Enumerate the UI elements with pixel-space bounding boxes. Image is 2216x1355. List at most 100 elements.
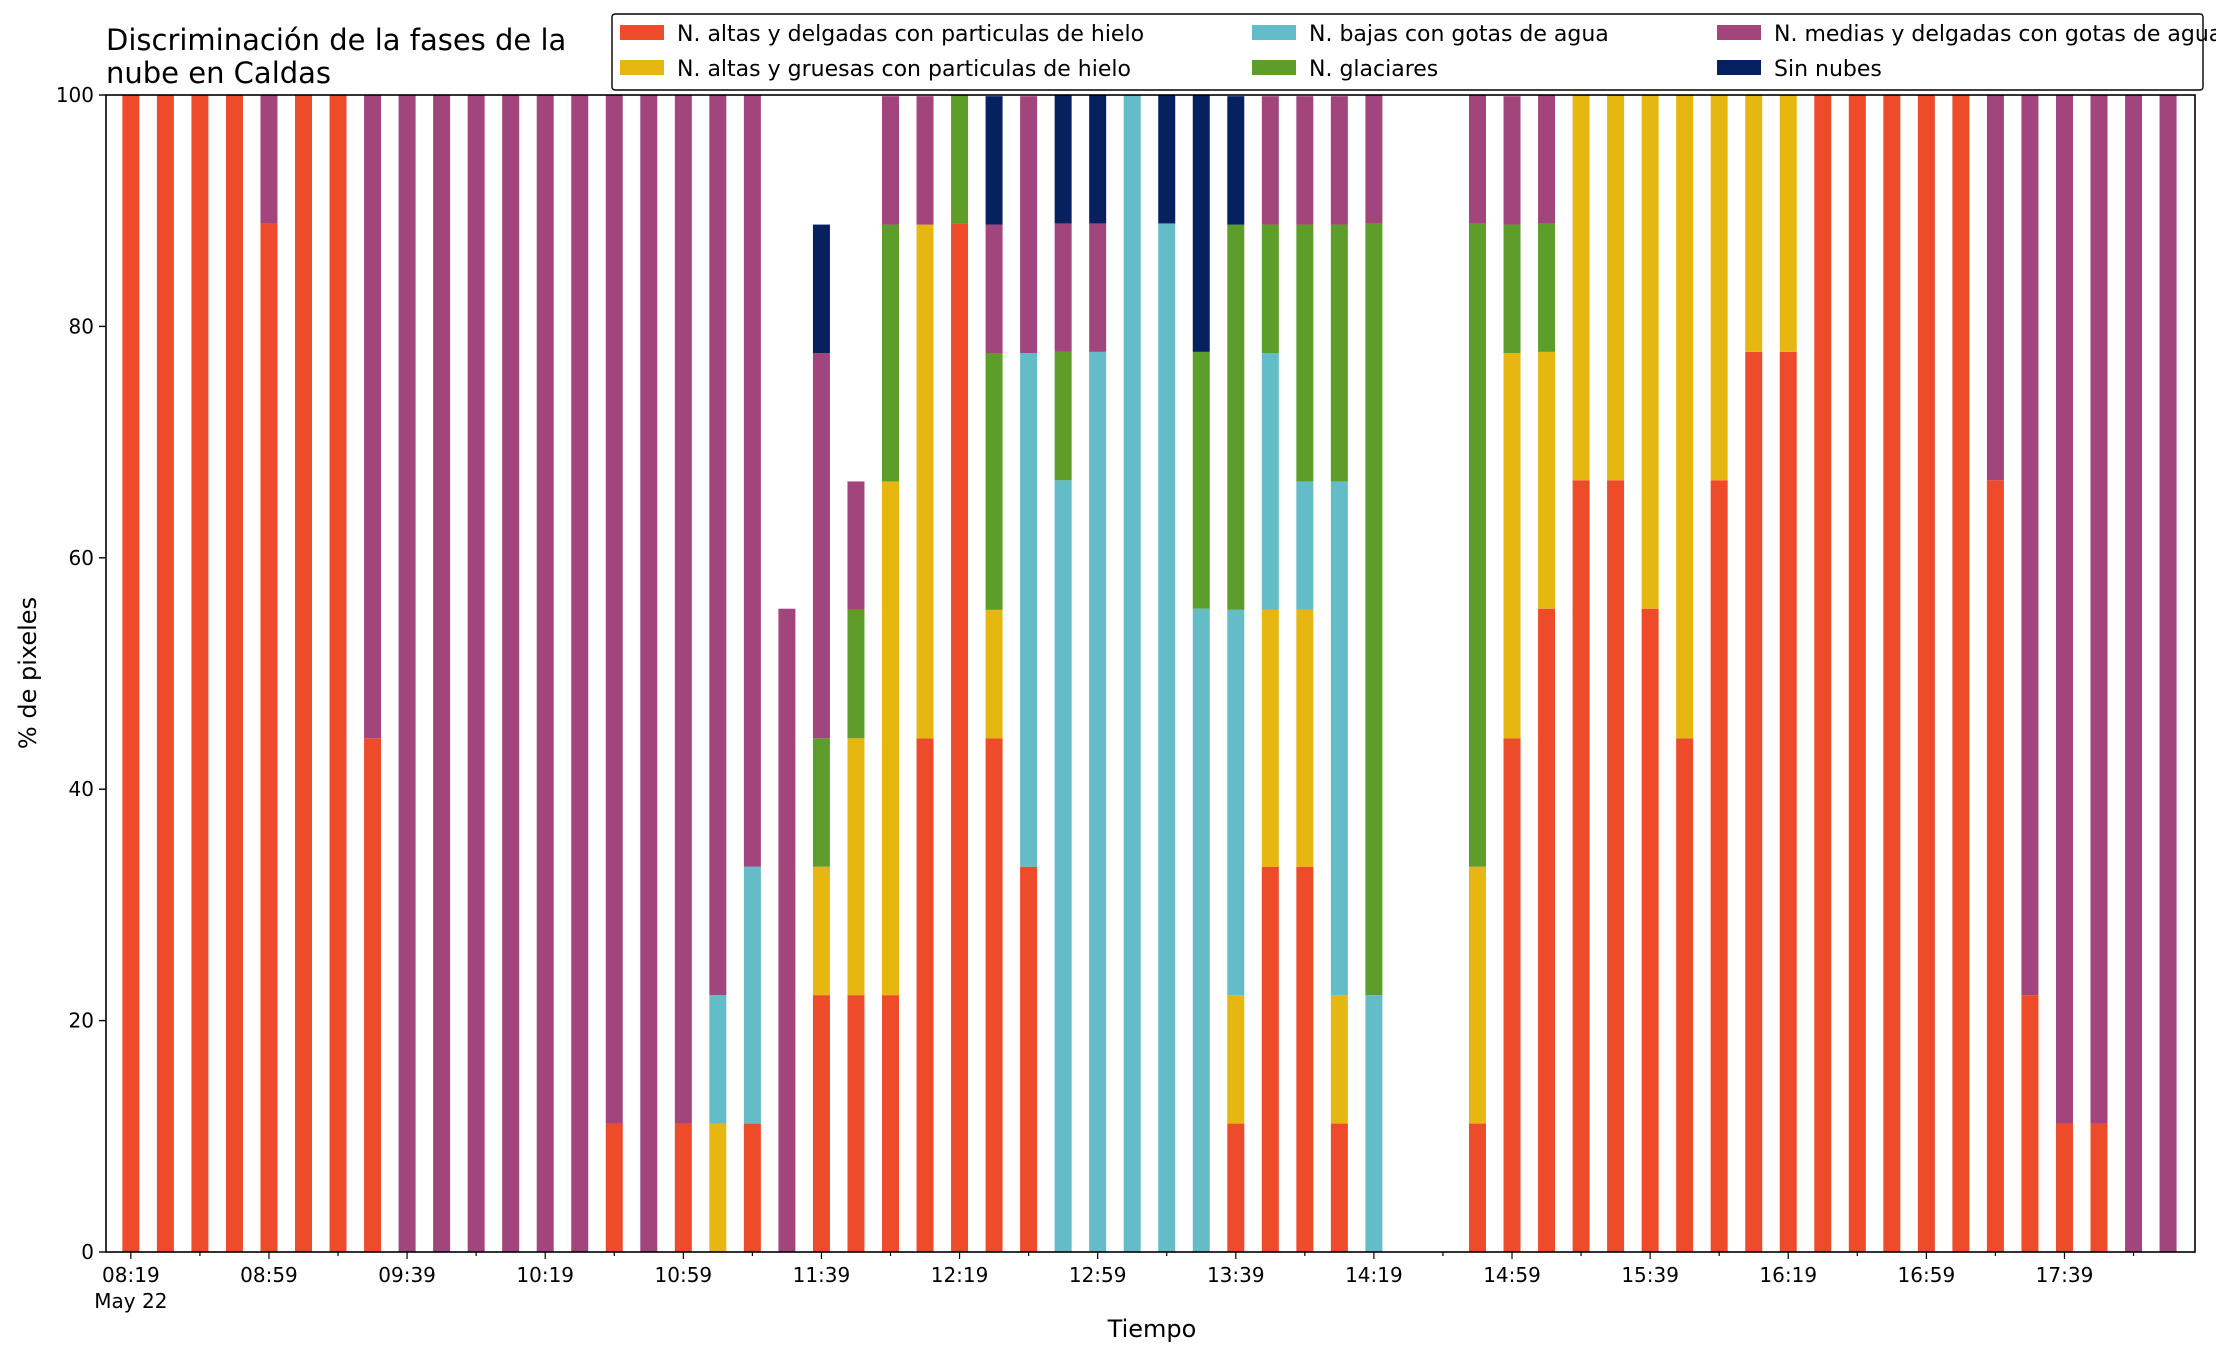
bar-segment-s1-t34 [1296,609,1314,867]
bar-segment-s3-t32 [1227,224,1245,610]
bar-segment-s5-t28 [1089,95,1107,224]
bar-segment-s4-t14 [605,95,623,1124]
bar-segment-s4-t12 [536,95,554,1252]
x-tick-label-14: 17:39 [2036,1263,2094,1287]
legend-swatch-5 [1717,60,1761,75]
bar-segment-s0-t42 [1572,480,1590,1252]
bar-segment-s0-t18 [743,1123,761,1252]
bar-segment-s0-t0 [122,95,140,1252]
bar-segment-s4-t57 [2090,95,2108,1124]
bar-segment-s0-t35 [1330,1123,1348,1252]
bar-segment-s0-t23 [916,738,934,1252]
bar-segment-s1-t20 [812,866,830,996]
bar-segment-s4-t33 [1261,96,1279,225]
legend-swatch-3 [1252,60,1296,75]
x-axis-label: Tiempo [1107,1315,1197,1343]
bar-segment-s4-t21 [847,481,865,610]
bar-segment-s4-t27 [1054,223,1072,352]
bar-segment-s3-t33 [1261,224,1279,354]
bar-segment-s2-t35 [1330,481,1348,996]
bar-segment-s4-t25 [985,224,1003,354]
bar-segment-s1-t23 [916,224,934,739]
x-tick-label-13: 16:59 [1898,1263,1956,1287]
bar-segment-s2-t27 [1054,480,1072,1252]
bar-segment-s0-t47 [1745,351,1763,1253]
bar-segment-s0-t44 [1641,608,1659,1252]
bar-segment-s5-t32 [1227,96,1245,225]
x-tick-label-8: 13:39 [1207,1263,1265,1287]
bar-segment-s0-t20 [812,995,830,1252]
bar-segment-s0-t34 [1296,866,1314,1252]
chart-title: Discriminación de la fases de la nube en… [106,23,566,90]
bar-segment-s2-t31 [1192,608,1210,1252]
bar-segment-s0-t52 [1917,95,1935,1252]
bar-segment-s3-t39 [1468,223,1486,867]
bar-segment-s4-t19 [778,608,796,1252]
x-tick-sublabel-0: May 22 [94,1289,167,1313]
bar-segment-s1-t42 [1572,95,1590,481]
bar-segment-s1-t39 [1468,866,1486,1124]
y-tick-label-4: 80 [69,314,94,338]
bar-segment-s0-t26 [1020,866,1038,1252]
bar-segment-s4-t54 [1986,95,2004,481]
bar-segment-s4-t18 [743,95,761,867]
bar-segment-s0-t43 [1607,480,1625,1252]
x-tick-label-4: 10:59 [655,1263,713,1287]
bar-segment-s0-t33 [1261,866,1279,1252]
y-tick-label-5: 100 [56,83,94,107]
bar-segment-s0-t55 [2021,995,2039,1252]
y-tick-label-0: 0 [81,1240,94,1264]
y-tick-label-3: 60 [69,546,94,570]
bar-segment-s0-t21 [847,995,865,1252]
bar-segment-s1-t41 [1538,351,1556,609]
bar-segment-s3-t36 [1365,223,1383,996]
bar-segment-s0-t24 [951,223,969,1253]
bar-segment-s3-t35 [1330,224,1348,482]
bar-segment-s0-t32 [1227,1123,1245,1252]
bar-segment-s3-t41 [1538,223,1556,352]
bar-segment-s1-t40 [1503,353,1521,739]
bar-segment-s1-t35 [1330,995,1348,1124]
bar-segment-s3-t27 [1054,351,1072,481]
bar-segment-s2-t17 [709,995,727,1124]
x-tick-label-5: 11:39 [793,1263,851,1287]
bar-segment-s1-t33 [1261,609,1279,867]
bar-segment-s2-t36 [1365,995,1383,1252]
bar-segment-s0-t50 [1848,95,1866,1252]
bar-segment-s4-t56 [2055,95,2073,1124]
bar-segment-s0-t6 [329,95,347,1252]
bar-segment-s1-t32 [1227,995,1245,1124]
bar-segment-s0-t1 [156,95,174,1252]
bar-segment-s1-t44 [1641,95,1659,609]
bar-segment-s3-t20 [812,738,830,867]
bar-segment-s2-t33 [1261,353,1279,610]
bar-segment-s3-t24 [951,95,969,224]
y-tick-label-1: 20 [69,1009,94,1033]
bar-segment-s0-t3 [225,95,243,1252]
bar-segment-s1-t45 [1676,95,1694,739]
bar-segment-s4-t28 [1089,223,1107,352]
bar-segment-s4-t23 [916,96,934,225]
bar-segment-s0-t22 [882,995,899,1252]
bar-segment-s0-t16 [674,1123,692,1252]
bar-segment-s4-t26 [1020,96,1038,354]
bar-segment-s4-t17 [709,95,727,996]
bar-segment-s2-t34 [1296,481,1314,610]
bar-segment-s2-t32 [1227,609,1245,996]
bar-segment-s5-t27 [1054,95,1072,224]
y-axis-label: % de pixeles [14,597,42,749]
bar-segment-s2-t30 [1158,223,1176,1253]
bar-segment-s0-t49 [1814,95,1832,1252]
bar-segment-s4-t4 [260,95,278,224]
bar-segment-s3-t25 [985,353,1003,610]
legend-frame [611,13,2204,91]
x-tick-label-11: 15:39 [1621,1263,1679,1287]
plot-frame [105,94,2196,1253]
bar-segment-s0-t57 [2090,1123,2108,1252]
bar-segment-s4-t10 [467,95,485,1252]
bar-segment-s0-t14 [605,1123,623,1252]
legend-label-2: N. bajas con gotas de agua [1309,22,1609,47]
bar-segment-s0-t45 [1676,738,1694,1252]
